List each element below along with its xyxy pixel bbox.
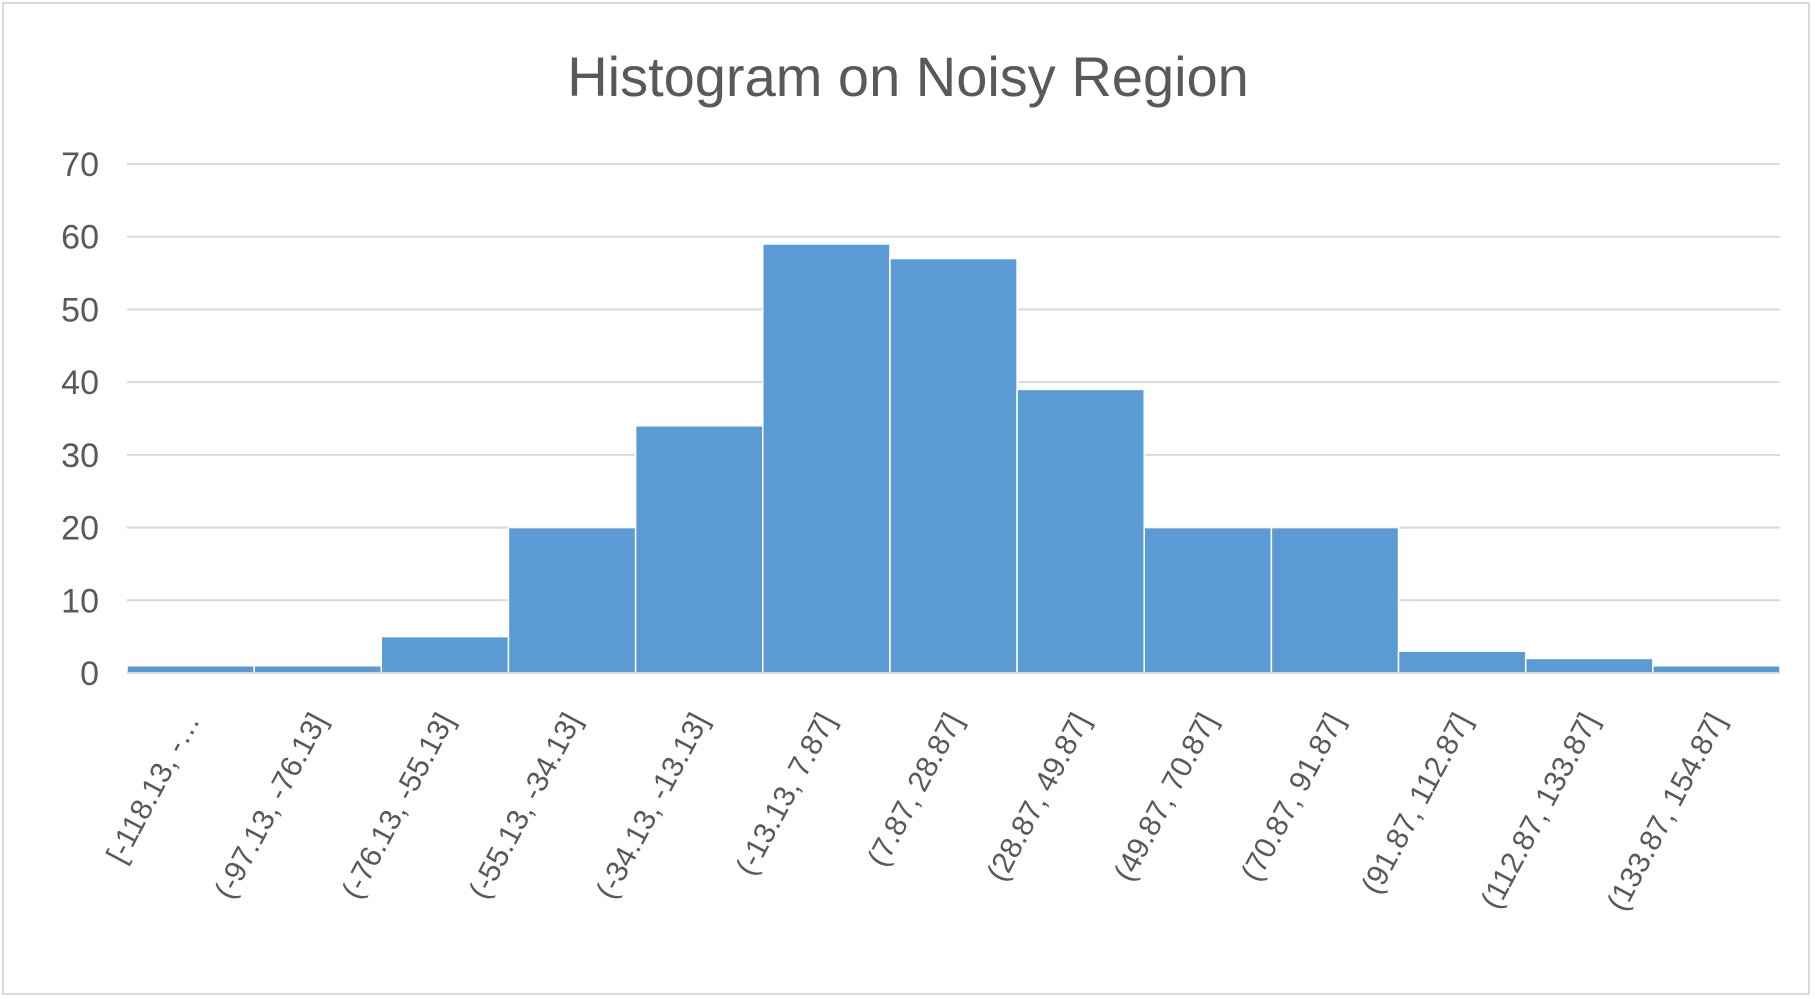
x-tick-label: (70.87, 91.87] [1235, 708, 1351, 887]
y-tick-label: 40 [61, 364, 99, 402]
bar-8 [1143, 526, 1273, 674]
y-tick-label: 0 [80, 655, 99, 693]
bar-10 [1397, 650, 1527, 674]
bar-9 [1270, 526, 1400, 674]
bar-1 [253, 664, 383, 674]
bar-3 [507, 526, 637, 674]
bar-5 [762, 243, 891, 674]
histogram-chart: Histogram on Noisy Region 0 10 20 30 40 50 60 7… [61, 45, 1781, 916]
bar-4 [634, 425, 764, 674]
x-tick-label: (49.87, 70.87] [1108, 708, 1224, 887]
x-axis-ticks: [-118.13, -… (-97.13, -76.13] (-76.13, -55… [100, 708, 1732, 916]
x-tick-label: (-34.13, -13.13] [590, 708, 715, 905]
bar-7 [1016, 388, 1145, 674]
chart-title: Histogram on Noisy Region [567, 45, 1249, 108]
y-tick-label: 30 [61, 437, 99, 475]
x-tick-label: (-97.13, -76.13] [208, 708, 333, 905]
x-tick-label: (112.87, 133.87] [1475, 708, 1606, 914]
y-tick-label: 50 [61, 291, 99, 329]
y-tick-label: 20 [61, 510, 99, 548]
bar-2 [380, 635, 510, 674]
x-tick-label: (7.87, 28.87] [861, 708, 969, 872]
y-axis-ticks: 0 10 20 30 40 50 60 70 [61, 146, 99, 693]
x-tick-label: (-55.13, -34.13] [463, 708, 588, 905]
x-tick-label: (-76.13, -55.13] [336, 708, 461, 905]
bar-6 [889, 257, 1018, 674]
bars [126, 243, 1781, 674]
y-tick-label: 10 [61, 582, 99, 620]
x-tick-label: (28.87, 49.87] [981, 708, 1097, 887]
y-tick-label: 70 [61, 146, 99, 184]
x-tick-label: (-13.13, 7.87] [730, 708, 843, 881]
x-tick-label: [-118.13, -… [100, 708, 206, 869]
bar-11 [1524, 657, 1654, 674]
bar-0 [126, 664, 255, 674]
y-tick-label: 60 [61, 219, 99, 257]
x-tick-label: (91.87, 112.87] [1355, 708, 1478, 900]
x-tick-label: (133.87, 154.87] [1601, 708, 1733, 916]
bar-12 [1652, 664, 1781, 674]
